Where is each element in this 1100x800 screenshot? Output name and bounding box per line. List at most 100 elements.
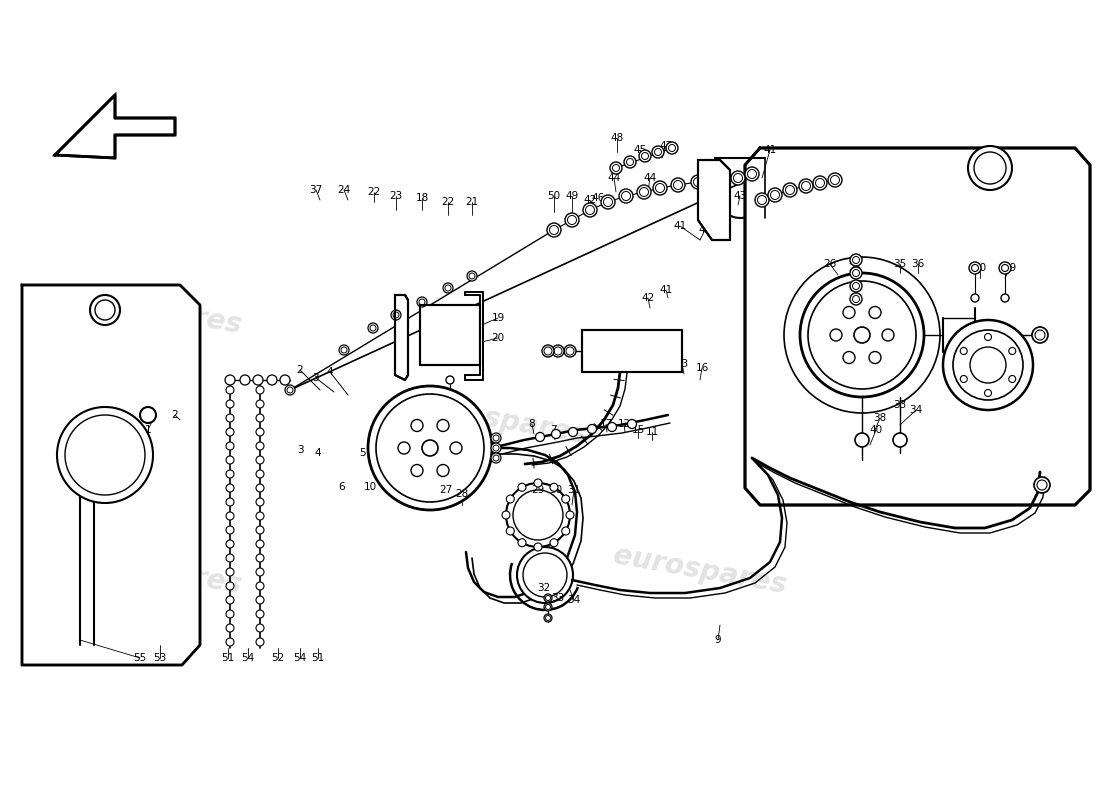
Polygon shape xyxy=(22,285,200,665)
Circle shape xyxy=(493,455,499,461)
Circle shape xyxy=(240,375,250,385)
Circle shape xyxy=(813,176,827,190)
Circle shape xyxy=(1001,294,1009,302)
Circle shape xyxy=(666,142,678,154)
Circle shape xyxy=(256,400,264,408)
Circle shape xyxy=(544,614,552,622)
Text: 18: 18 xyxy=(416,193,429,203)
Circle shape xyxy=(226,540,234,548)
Circle shape xyxy=(226,428,234,436)
Circle shape xyxy=(256,498,264,506)
Circle shape xyxy=(583,203,597,217)
Text: 3: 3 xyxy=(311,373,318,383)
Text: 41: 41 xyxy=(763,145,777,155)
Circle shape xyxy=(534,479,542,487)
Circle shape xyxy=(850,293,862,305)
Circle shape xyxy=(799,179,813,193)
Circle shape xyxy=(711,173,725,187)
Circle shape xyxy=(226,375,235,385)
Circle shape xyxy=(256,414,264,422)
Circle shape xyxy=(57,407,153,503)
Text: 45: 45 xyxy=(634,145,647,155)
Text: 35: 35 xyxy=(893,259,906,269)
Circle shape xyxy=(542,345,554,357)
Circle shape xyxy=(627,419,637,429)
Polygon shape xyxy=(465,292,483,380)
Circle shape xyxy=(621,191,630,201)
Circle shape xyxy=(256,540,264,548)
Circle shape xyxy=(226,554,234,562)
Circle shape xyxy=(562,495,570,503)
Circle shape xyxy=(565,213,579,227)
Circle shape xyxy=(619,189,632,203)
Circle shape xyxy=(226,484,234,492)
Circle shape xyxy=(226,610,234,618)
Polygon shape xyxy=(698,160,730,240)
Text: 6: 6 xyxy=(339,482,345,492)
Circle shape xyxy=(546,595,550,601)
Text: 9: 9 xyxy=(715,635,722,645)
Circle shape xyxy=(852,282,859,290)
Circle shape xyxy=(601,195,615,209)
Circle shape xyxy=(843,351,855,363)
Circle shape xyxy=(140,407,156,423)
Text: 48: 48 xyxy=(610,133,624,143)
Circle shape xyxy=(267,375,277,385)
Circle shape xyxy=(547,223,561,237)
Circle shape xyxy=(411,419,424,431)
Circle shape xyxy=(256,386,264,394)
Circle shape xyxy=(566,511,574,519)
Circle shape xyxy=(422,440,438,456)
Circle shape xyxy=(491,453,501,463)
Circle shape xyxy=(850,267,862,279)
Circle shape xyxy=(653,181,667,195)
Text: eurospares: eurospares xyxy=(612,541,789,599)
Circle shape xyxy=(513,490,563,540)
Circle shape xyxy=(745,167,759,181)
Circle shape xyxy=(256,484,264,492)
Text: 34: 34 xyxy=(568,595,581,605)
Circle shape xyxy=(226,498,234,506)
Text: 3: 3 xyxy=(297,445,304,455)
Circle shape xyxy=(802,182,811,190)
Circle shape xyxy=(376,394,484,502)
Circle shape xyxy=(517,547,573,603)
Circle shape xyxy=(443,283,453,293)
Circle shape xyxy=(491,433,501,443)
Circle shape xyxy=(544,603,552,611)
Circle shape xyxy=(843,306,855,318)
Circle shape xyxy=(639,150,651,162)
Circle shape xyxy=(226,596,234,604)
Circle shape xyxy=(437,419,449,431)
Circle shape xyxy=(564,345,576,357)
Circle shape xyxy=(256,442,264,450)
Circle shape xyxy=(253,375,263,385)
Circle shape xyxy=(882,329,894,341)
Circle shape xyxy=(256,624,264,632)
Circle shape xyxy=(544,594,552,602)
Circle shape xyxy=(226,400,234,408)
Text: 11: 11 xyxy=(646,427,659,437)
Text: 25: 25 xyxy=(848,263,861,273)
Circle shape xyxy=(607,422,616,431)
Circle shape xyxy=(550,226,559,234)
Text: 54: 54 xyxy=(241,653,254,663)
Text: 52: 52 xyxy=(272,653,285,663)
Text: 15: 15 xyxy=(631,425,645,435)
Circle shape xyxy=(830,329,842,341)
Circle shape xyxy=(506,483,570,547)
Text: 16: 16 xyxy=(695,363,708,373)
Circle shape xyxy=(641,153,649,159)
Circle shape xyxy=(850,254,862,266)
Text: 13: 13 xyxy=(675,359,689,369)
Text: 19: 19 xyxy=(492,313,505,323)
Text: 47: 47 xyxy=(659,141,672,151)
Text: 42: 42 xyxy=(583,195,596,205)
Text: 28: 28 xyxy=(455,489,469,499)
Circle shape xyxy=(506,527,515,535)
Circle shape xyxy=(654,149,661,155)
Circle shape xyxy=(587,425,596,434)
Circle shape xyxy=(568,215,576,225)
Circle shape xyxy=(551,430,561,438)
Text: 53: 53 xyxy=(153,653,166,663)
